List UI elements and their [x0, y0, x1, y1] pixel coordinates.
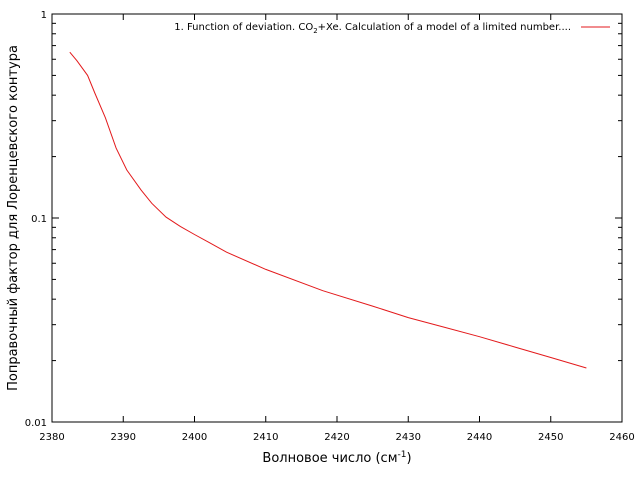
y-tick-label: 1 — [41, 10, 47, 21]
x-tick-label: 2460 — [609, 432, 634, 443]
x-tick-label: 2400 — [182, 432, 207, 443]
x-tick-label: 2430 — [396, 432, 421, 443]
x-tick-label: 2450 — [538, 432, 563, 443]
series-line — [69, 51, 587, 369]
ticks: 2380 2390 2400 2410 2420 2430 2440 2450 2460 0.01… — [25, 10, 635, 443]
x-tick-label: 2420 — [324, 432, 349, 443]
x-tick-label: 2380 — [39, 432, 64, 443]
x-tick-label: 2410 — [253, 432, 278, 443]
x-axis-label: Волновое число (см-1) — [262, 450, 411, 466]
x-tick-label: 2390 — [111, 432, 136, 443]
legend-label: 1. Function of deviation. CO2+Xe. Calcul… — [174, 22, 571, 35]
y-tick-label: 0.1 — [31, 214, 47, 225]
y-axis-label: Поправочный фактор для Лоренцевского кон… — [6, 45, 21, 391]
plot-frame — [51, 13, 623, 423]
x-tick-label: 2440 — [467, 432, 492, 443]
legend: 1. Function of deviation. CO2+Xe. Calcul… — [174, 22, 610, 35]
y-tick-label: 0.01 — [25, 418, 47, 429]
